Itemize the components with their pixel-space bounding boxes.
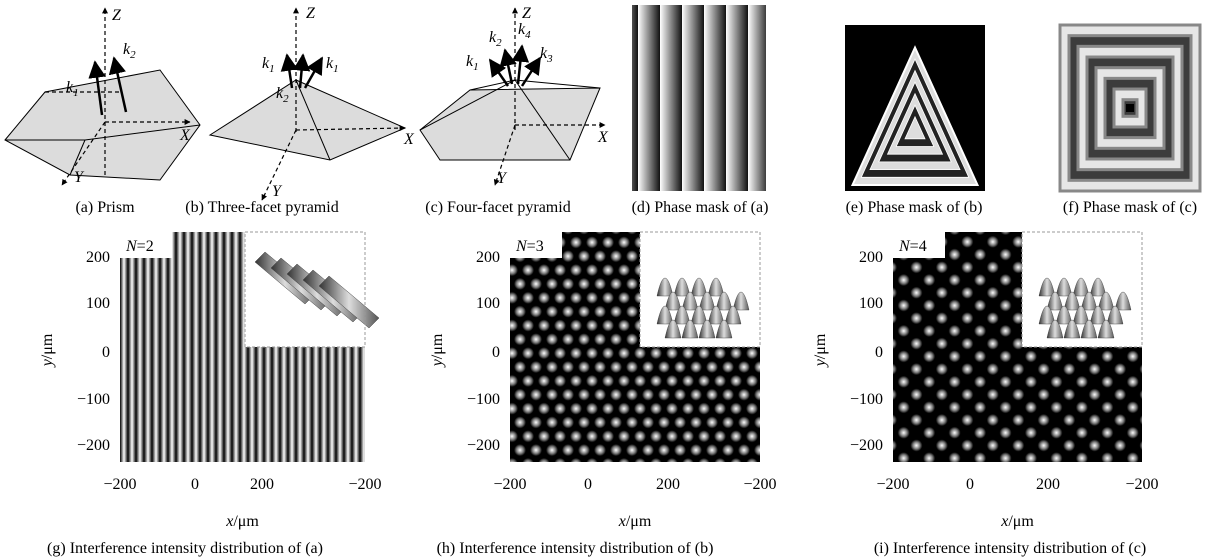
y-unit: /μm (812, 333, 829, 359)
y-axis-label: y/μm (39, 333, 56, 368)
x-unit: /μm (233, 513, 259, 530)
x-tick-label: 0 (191, 476, 199, 493)
y-tick-label: −100 (467, 391, 500, 408)
x-tick-label: 0 (966, 476, 974, 493)
y-tick-label: 0 (492, 344, 500, 361)
x-var: x (225, 513, 233, 530)
y-tick-label: 200 (86, 249, 110, 266)
x-tick-label: 200 (656, 476, 680, 493)
y-tick-label: −100 (850, 391, 883, 408)
axis-label: Y (497, 170, 508, 187)
x-tick-label: 200 (250, 476, 274, 493)
n-text: =4 (910, 238, 927, 255)
axis-label: X (403, 131, 415, 148)
y-tick-label: 100 (859, 295, 883, 312)
prism-diagram: Z X Y k1 k2 (5, 7, 200, 186)
vector-label: k2 (123, 41, 136, 61)
y-tick-label: 0 (875, 344, 883, 361)
x-axis-label: x/μm (618, 513, 652, 530)
x-var: x (1000, 513, 1008, 530)
x-unit: /μm (1008, 513, 1034, 530)
y-axis-label: y/μm (812, 333, 829, 368)
y-unit: /μm (39, 333, 56, 359)
y-tick-label: −200 (77, 437, 110, 454)
y-tick-label: −200 (467, 437, 500, 454)
axis-label: X (179, 127, 191, 144)
y-unit: /μm (429, 333, 446, 359)
y-tick-label: 0 (102, 344, 110, 361)
axis-label: Z (522, 5, 532, 22)
y-tick-label: 100 (86, 295, 110, 312)
axis-label: Z (306, 5, 316, 22)
vector-label: k2 (489, 29, 502, 49)
x-axis-label: x/μm (225, 513, 259, 530)
vector-label: k1 (326, 55, 339, 75)
n-text: =2 (137, 238, 154, 255)
y-tick-label: 200 (859, 249, 883, 266)
figure: Z X Y k1 k2 Z X Y k1 k1 k2 Z X Y k1 k2 k… (0, 0, 1230, 560)
vector-label: k3 (540, 45, 553, 65)
four-facet-diagram: Z X Y k1 k2 k4 k3 (420, 5, 609, 187)
panel-caption: (i) Interference intensity distribution … (874, 540, 1146, 557)
y-tick-label: −200 (850, 437, 883, 454)
axis-label: Y (272, 183, 283, 200)
panel-caption: (g) Interference intensity distribution … (47, 540, 323, 557)
x-tick-label: −200 (743, 476, 776, 493)
square-center (1126, 104, 1134, 112)
x-var: x (618, 513, 626, 530)
x-axis-label: x/μm (1000, 513, 1034, 530)
vector-label: k1 (466, 53, 479, 73)
axis-label: Z (112, 7, 122, 24)
n-label: N=2 (125, 238, 154, 255)
y-tick-label: 200 (476, 249, 500, 266)
x-tick-label: −200 (103, 476, 136, 493)
panel-caption: (c) Four-facet pyramid (425, 199, 570, 216)
n-text: =3 (527, 238, 544, 255)
n-label: N=3 (515, 238, 544, 255)
panel-caption: (d) Phase mask of (a) (632, 199, 769, 216)
x-tick-label: 200 (1036, 476, 1060, 493)
x-unit: /μm (626, 513, 652, 530)
panel-caption: (e) Phase mask of (b) (846, 199, 983, 216)
x-tick-label: −200 (493, 476, 526, 493)
n-label: N=4 (898, 238, 927, 255)
y-tick-label: 100 (476, 295, 500, 312)
panel-caption: (h) Interference intensity distribution … (437, 540, 714, 557)
square-rings (1060, 25, 1200, 191)
y-axis-label: y/μm (429, 333, 446, 368)
vector-label: k4 (518, 21, 531, 41)
panel-caption: (b) Three-facet pyramid (185, 199, 338, 216)
x-tick-label: −200 (876, 476, 909, 493)
panel-caption: (f) Phase mask of (c) (1063, 199, 1197, 216)
x-tick-label: −200 (348, 476, 381, 493)
three-facet-diagram: Z X Y k1 k1 k2 (210, 5, 415, 200)
axis-label: X (597, 129, 609, 146)
phase-mask-stripes (632, 5, 766, 191)
panel-caption: (a) Prism (75, 199, 135, 216)
y-tick-label: −100 (77, 391, 110, 408)
x-tick-label: −200 (1125, 476, 1158, 493)
x-tick-label: 0 (584, 476, 592, 493)
vector-label: k1 (262, 55, 275, 75)
captions: (a) Prism (b) Three-facet pyramid (c) Four… (75, 199, 1197, 216)
